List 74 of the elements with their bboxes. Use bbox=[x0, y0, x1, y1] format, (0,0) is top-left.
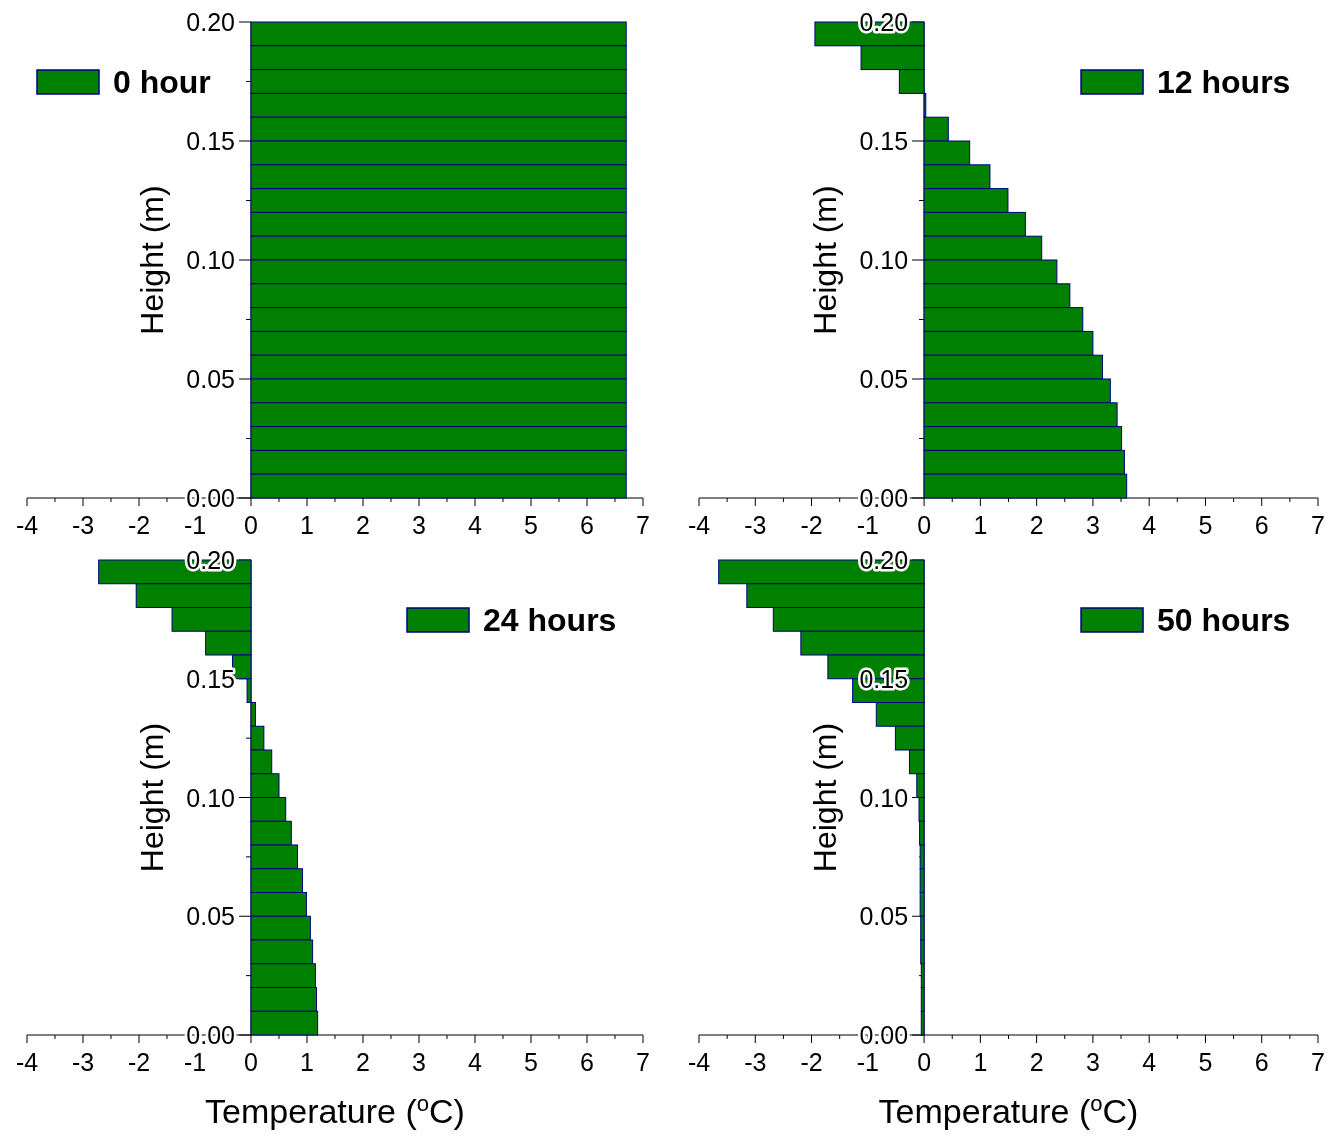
x-tick-label: -2 bbox=[800, 1048, 823, 1076]
x-tick-label: 7 bbox=[1311, 511, 1325, 539]
x-tick-label: 2 bbox=[1029, 511, 1044, 539]
y-tick-label: 0.05 bbox=[859, 365, 909, 393]
x-tick-label: 0 bbox=[244, 1048, 258, 1076]
x-tick-label: -3 bbox=[71, 1048, 95, 1076]
y-tick-label: 0.00 bbox=[186, 484, 235, 512]
y-tick-label: 0.10 bbox=[859, 246, 909, 274]
legend-label: 0 hour bbox=[113, 64, 211, 100]
y-tick-label: 0.00 bbox=[186, 1021, 235, 1049]
x-tick-label: 5 bbox=[1198, 1048, 1213, 1076]
x-tick-label: 5 bbox=[1198, 511, 1213, 539]
legend-label: 50 hours bbox=[1157, 602, 1291, 638]
y-tick-label: 0.05 bbox=[186, 902, 235, 931]
x-tick-label: -1 bbox=[183, 511, 207, 539]
x-axis-title: Temperature ($^{o}$C) bbox=[205, 1090, 465, 1130]
x-tick-label: 1 bbox=[300, 511, 314, 539]
x-tick-label: 3 bbox=[1085, 511, 1100, 539]
x-tick-label: -3 bbox=[71, 511, 95, 539]
x-tick-label: -1 bbox=[856, 1048, 879, 1076]
legend-label: 12 hours bbox=[1157, 64, 1291, 100]
legend-label: 24 hours bbox=[483, 602, 617, 638]
y-tick-label: 0.15 bbox=[186, 664, 235, 693]
x-tick-label: -4 bbox=[15, 511, 39, 539]
x-tick-label: -4 bbox=[687, 511, 711, 539]
x-tick-label: 0 bbox=[917, 1048, 932, 1076]
x-tick-label: -1 bbox=[183, 1048, 207, 1076]
x-tick-label: 7 bbox=[636, 511, 650, 539]
x-tick-label: 2 bbox=[356, 1048, 370, 1076]
x-tick-label: 6 bbox=[580, 511, 594, 539]
x-tick-label: -2 bbox=[127, 511, 151, 539]
y-axis-title: Height (m) bbox=[807, 185, 844, 335]
x-tick-label: -3 bbox=[744, 511, 767, 539]
x-tick-label: -3 bbox=[744, 1048, 767, 1076]
y-axis-title: Height (m) bbox=[134, 185, 170, 335]
y-tick-label: 0.05 bbox=[859, 902, 909, 931]
x-tick-label: -2 bbox=[127, 1048, 151, 1076]
y-axis-title: Height (m) bbox=[807, 722, 844, 873]
x-tick-label: 1 bbox=[973, 511, 988, 539]
x-tick-label: 7 bbox=[1311, 1048, 1325, 1076]
x-tick-label: 2 bbox=[1029, 1048, 1044, 1076]
x-tick-label: 3 bbox=[412, 511, 426, 539]
x-tick-label: 1 bbox=[300, 1048, 314, 1076]
x-tick-label: -4 bbox=[15, 1048, 39, 1076]
x-tick-label: -4 bbox=[687, 1048, 711, 1076]
x-tick-label: 0 bbox=[917, 511, 932, 539]
y-tick-label: 0.15 bbox=[186, 127, 235, 155]
x-tick-label: 4 bbox=[468, 1048, 483, 1076]
x-tick-label: 2 bbox=[356, 511, 370, 539]
x-tick-label: 3 bbox=[412, 1048, 426, 1076]
y-tick-label: 0.10 bbox=[186, 246, 235, 274]
x-axis-title: Temperature ($^{o}$C) bbox=[878, 1090, 1139, 1130]
x-tick-label: -1 bbox=[856, 511, 879, 539]
y-tick-label: 0.10 bbox=[859, 783, 909, 812]
x-tick-label: 6 bbox=[1254, 511, 1269, 539]
x-tick-label: -2 bbox=[800, 511, 823, 539]
y-tick-label: 0.15 bbox=[859, 127, 909, 155]
y-axis-title: Height (m) bbox=[134, 722, 170, 873]
x-tick-label: 1 bbox=[973, 1048, 988, 1076]
y-tick-label: 0.20 bbox=[186, 8, 235, 36]
x-tick-label: 5 bbox=[524, 511, 538, 539]
y-tick-label: 0.10 bbox=[186, 783, 235, 812]
y-tick-label: 0.00 bbox=[859, 484, 909, 512]
y-tick-label: 0.05 bbox=[186, 365, 235, 393]
x-tick-label: 4 bbox=[1142, 1048, 1157, 1076]
x-tick-label: 4 bbox=[1142, 511, 1157, 539]
x-tick-label: 7 bbox=[636, 1048, 650, 1076]
x-tick-label: 4 bbox=[468, 511, 483, 539]
x-tick-label: 6 bbox=[1254, 1048, 1269, 1076]
y-tick-label: 0.00 bbox=[859, 1021, 909, 1049]
x-tick-label: 5 bbox=[524, 1048, 538, 1076]
x-tick-label: 0 bbox=[244, 511, 258, 539]
x-tick-label: 6 bbox=[580, 1048, 594, 1076]
x-tick-label: 3 bbox=[1085, 1048, 1100, 1076]
